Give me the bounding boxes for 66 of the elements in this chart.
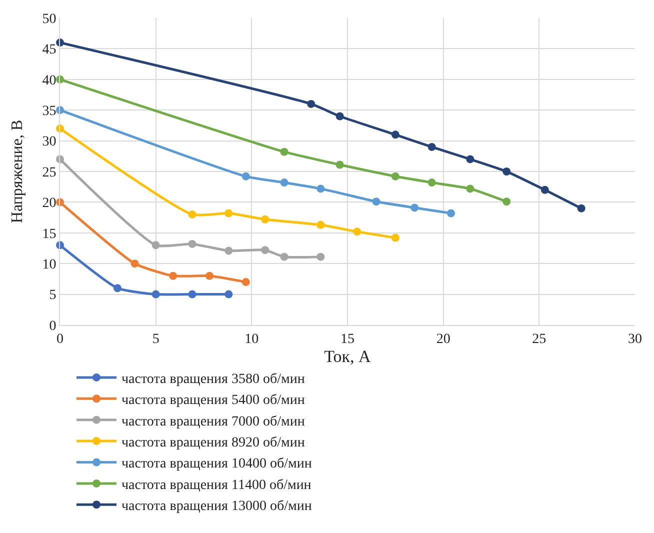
point (206, 272, 214, 280)
point (261, 246, 270, 254)
point (224, 290, 233, 298)
point (188, 210, 196, 218)
point (130, 260, 139, 268)
point (224, 246, 233, 255)
point (188, 290, 196, 298)
point (336, 160, 344, 169)
point (428, 178, 436, 187)
x-tick-label: 25 (532, 332, 546, 347)
point (280, 148, 288, 156)
point (152, 241, 160, 250)
x-tick-label: 30 (628, 332, 642, 347)
point (169, 272, 178, 280)
x-tick-label: 10 (244, 332, 259, 347)
legend-label: частота вращения 5400 об/мин (122, 393, 306, 408)
point (224, 209, 233, 218)
x-tick-label: 20 (436, 332, 450, 347)
y-tick-label: 20 (42, 196, 56, 212)
point (316, 184, 325, 193)
point (353, 228, 362, 236)
point (410, 204, 419, 212)
point (280, 178, 288, 187)
y-tick-label: 50 (42, 12, 56, 27)
y-tick-label: 10 (42, 258, 56, 272)
point (261, 215, 270, 224)
legend-label: частота вращения 3580 об/мин (122, 372, 306, 387)
x-tick-label: 15 (340, 332, 354, 347)
point (466, 155, 474, 164)
y-tick-label: 0 (49, 318, 56, 334)
y-tick-label: 25 (42, 165, 56, 180)
point (502, 168, 511, 176)
point (502, 198, 511, 206)
x-tick-label: 5 (152, 332, 160, 347)
y-tick-label: 45 (42, 42, 56, 58)
point (540, 186, 549, 194)
legend-label: частота вращения 11400 об/мин (122, 478, 312, 493)
point (242, 172, 250, 180)
point (577, 204, 586, 212)
point (391, 172, 400, 180)
legend-label: частота вращения 13000 об/мин (122, 499, 312, 514)
point (188, 240, 196, 248)
y-tick-label: 40 (42, 73, 56, 88)
y-tick-label: 30 (42, 134, 56, 150)
y-axis-title: Напряжение, В (9, 120, 26, 224)
point (391, 130, 400, 139)
legend-label: частота вращения 8920 об/мин (122, 436, 306, 450)
y-tick-label: 15 (42, 226, 56, 242)
y-tick-label: 5 (49, 288, 56, 304)
point (307, 100, 316, 108)
point (152, 290, 160, 298)
point (391, 234, 400, 242)
point (466, 184, 474, 193)
point (447, 209, 455, 218)
point (372, 198, 380, 206)
legend-label: частота вращения 7000 об/мин (122, 414, 306, 430)
point (428, 142, 436, 151)
point (336, 112, 344, 120)
point (114, 284, 122, 292)
point (280, 252, 288, 261)
point (316, 252, 325, 261)
y-tick-label: 35 (42, 104, 56, 119)
point (242, 278, 250, 286)
x-axis-title: Ток, А (324, 347, 372, 366)
legend-label: частота вращения 10400 об/мин (122, 456, 312, 472)
point (316, 220, 325, 229)
